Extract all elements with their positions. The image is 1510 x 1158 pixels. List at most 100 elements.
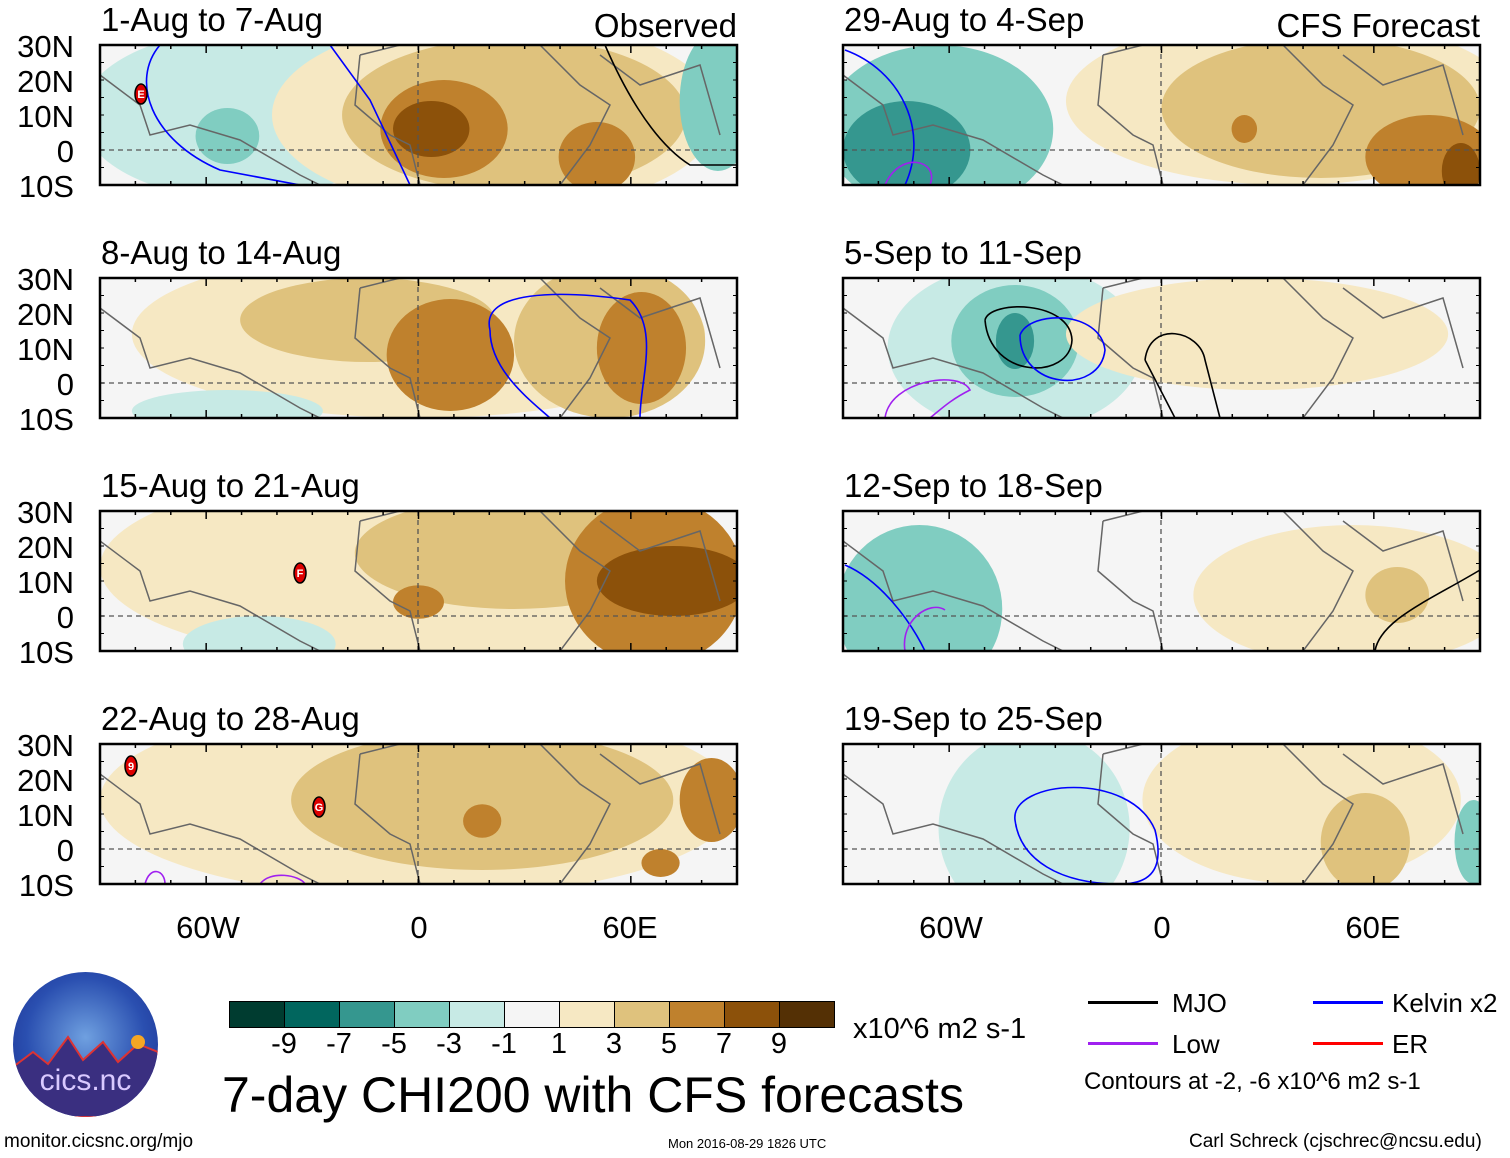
chi-anomaly-region — [1142, 744, 1461, 884]
wave-contour — [604, 45, 737, 166]
colorbar-swatch — [285, 1002, 340, 1027]
colorbar-tick-label: 9 — [770, 1028, 788, 1060]
chi-anomaly-region — [1320, 793, 1410, 884]
y-tick-label: 0 — [56, 134, 74, 169]
colorbar-tick-label: -1 — [491, 1028, 517, 1060]
chi-anomaly-region — [1441, 143, 1480, 185]
coastline — [843, 753, 1464, 884]
panel-title: 15-Aug to 21-Aug — [101, 467, 360, 504]
coastline — [354, 744, 611, 884]
x-tick-label: 60E — [602, 910, 658, 945]
y-tick-label: 10N — [17, 99, 74, 134]
y-tick-label: 0 — [56, 833, 74, 868]
chi-anomaly-region — [1065, 278, 1449, 390]
colorbar-tick-label: -7 — [326, 1028, 352, 1060]
chi-anomaly-region — [558, 122, 636, 185]
coastline — [843, 287, 1464, 418]
colorbar-swatch — [780, 1002, 834, 1027]
colorbar-tick-label: 3 — [605, 1028, 623, 1060]
map-panel — [100, 278, 737, 418]
y-tick-label: 30N — [17, 728, 74, 763]
legend-er-line — [1313, 1042, 1383, 1045]
wave-contour — [903, 606, 946, 651]
y-tick-label: 30N — [17, 262, 74, 297]
colorbar-units: x10^6 m2 s-1 — [853, 1013, 1027, 1045]
y-tick-label: 20N — [17, 530, 74, 565]
colorbar-tick-label: 1 — [550, 1028, 568, 1060]
colorbar-swatch — [670, 1002, 725, 1027]
colorbar-swatch — [725, 1002, 780, 1027]
chi-anomaly-region — [182, 616, 336, 651]
map-panel — [100, 744, 737, 884]
panel-title: 22-Aug to 28-Aug — [101, 700, 360, 737]
wave-contour — [488, 293, 648, 418]
legend-kelvin-label: Kelvin x2 — [1392, 988, 1498, 1018]
colorbar-tick-label: 7 — [715, 1028, 733, 1060]
panel-title: 19-Sep to 25-Sep — [844, 700, 1103, 737]
map-panel — [843, 511, 1480, 651]
logo-text: cics.nc — [39, 1064, 132, 1097]
y-tick-label: 0 — [56, 600, 74, 635]
map-panel — [843, 278, 1480, 418]
x-tick-label: 0 — [1153, 910, 1171, 945]
chi-anomaly-region — [131, 390, 323, 418]
coastline — [100, 54, 721, 185]
colorbar-swatch — [230, 1002, 285, 1027]
wave-contour — [984, 306, 1073, 369]
y-tick-label: 10N — [17, 798, 74, 833]
y-tick-label: 20N — [17, 64, 74, 99]
coastline — [843, 54, 1464, 185]
colorbar-tick-label: -5 — [381, 1028, 407, 1060]
wave-contour — [259, 874, 306, 884]
colorbar-tick-label: -3 — [436, 1028, 462, 1060]
wave-contour — [884, 161, 933, 185]
tropical-storm-icon[interactable]: G — [312, 796, 326, 818]
legend-mjo-line — [1088, 1001, 1158, 1004]
colorbar-tick-label: -9 — [271, 1028, 297, 1060]
tropical-storm-icon[interactable]: E — [134, 83, 148, 105]
wave-contour — [489, 329, 551, 418]
figure-title: 7-day CHI200 with CFS forecasts — [222, 1067, 964, 1123]
panel-title: 5-Sep to 11-Sep — [844, 234, 1082, 271]
tropical-storm-icon[interactable]: F — [293, 562, 307, 584]
colorbar-swatch — [450, 1002, 505, 1027]
wave-contour — [844, 49, 915, 185]
panel-title: 12-Sep to 18-Sep — [844, 467, 1103, 504]
wave-contour — [1144, 332, 1221, 418]
chi-anomaly-region — [679, 45, 737, 171]
map-panel — [843, 744, 1480, 884]
contour-note: Contours at -2, -6 x10^6 m2 s-1 — [1084, 1068, 1421, 1095]
svg-text:9: 9 — [128, 761, 134, 773]
chi-anomaly-region — [393, 101, 470, 157]
wave-contour — [144, 870, 166, 884]
footer-timestamp: Mon 2016-08-29 1826 UTC — [668, 1136, 827, 1151]
chi-anomaly-region — [596, 546, 737, 616]
chi-anomaly-region — [679, 758, 737, 842]
y-tick-label: 10S — [18, 868, 74, 903]
coastline — [1097, 744, 1354, 884]
coastline — [100, 520, 721, 651]
tropical-storm-icon[interactable]: 9 — [124, 755, 138, 777]
mountains-icon — [13, 1035, 158, 1117]
map-panel — [100, 511, 737, 651]
chi-anomaly-region — [938, 744, 1130, 884]
chi-anomaly-region — [1231, 115, 1258, 143]
wave-contour — [844, 564, 926, 651]
coastline — [1097, 278, 1354, 418]
svg-text:F: F — [297, 568, 304, 580]
map-panel — [100, 45, 737, 185]
wave-contour — [884, 379, 972, 418]
chi-anomaly-region — [995, 313, 1035, 369]
wave-contour — [1014, 786, 1159, 884]
y-tick-label: 20N — [17, 297, 74, 332]
footer-url[interactable]: monitor.cicsnc.org/mjo — [4, 1131, 194, 1152]
chi-anomaly-region — [641, 849, 680, 877]
coastline — [354, 278, 611, 418]
coastline — [354, 45, 611, 185]
chi-anomaly-region — [596, 292, 687, 404]
colorbar-swatch — [560, 1002, 615, 1027]
x-tick-label: 60W — [176, 910, 240, 945]
y-tick-label: 10N — [17, 565, 74, 600]
chi-anomaly-region — [1193, 525, 1480, 651]
legend-er-label: ER — [1392, 1029, 1429, 1059]
